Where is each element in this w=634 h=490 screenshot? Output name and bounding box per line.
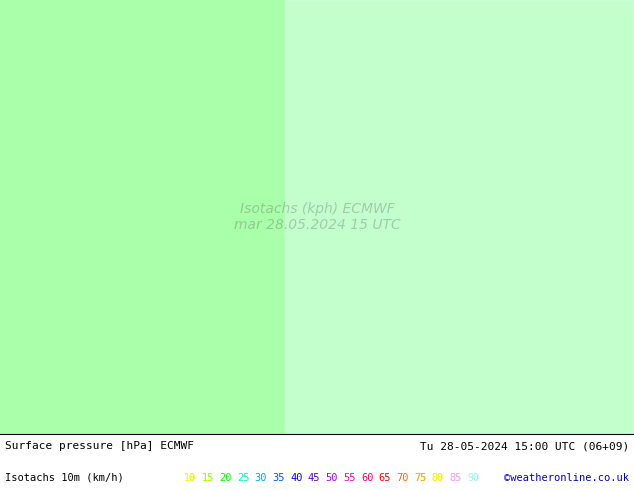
Text: 80: 80	[432, 473, 444, 483]
Text: 10: 10	[184, 473, 197, 483]
Text: 85: 85	[450, 473, 462, 483]
Text: 50: 50	[326, 473, 338, 483]
Text: 90: 90	[467, 473, 480, 483]
Text: 55: 55	[343, 473, 356, 483]
Text: Isotachs 10m (km/h): Isotachs 10m (km/h)	[5, 473, 124, 483]
Text: 85: 85	[450, 473, 462, 483]
Text: 80: 80	[432, 473, 444, 483]
Text: 40: 40	[290, 473, 302, 483]
Text: 15: 15	[202, 473, 214, 483]
Text: 75: 75	[414, 473, 427, 483]
Text: Surface pressure [hPa] ECMWF: Surface pressure [hPa] ECMWF	[5, 441, 194, 451]
Bar	[285, 0, 634, 434]
Text: Isotachs (kph) ECMWF
mar 28.05.2024 15 UTC: Isotachs (kph) ECMWF mar 28.05.2024 15 U…	[233, 202, 401, 232]
Text: 90: 90	[467, 473, 479, 483]
Text: Tu 28-05-2024 15:00 UTC (06+09): Tu 28-05-2024 15:00 UTC (06+09)	[420, 441, 629, 451]
Text: 20: 20	[219, 473, 232, 483]
Text: 45: 45	[308, 473, 320, 483]
Text: 75: 75	[414, 473, 426, 483]
Text: 35: 35	[273, 473, 285, 483]
Text: 15: 15	[202, 473, 213, 483]
Text: 70: 70	[396, 473, 409, 483]
Text: 10: 10	[184, 473, 196, 483]
Text: 60: 60	[361, 473, 373, 483]
Text: 25: 25	[237, 473, 250, 483]
Text: 65: 65	[378, 473, 391, 483]
Text: 30: 30	[255, 473, 267, 483]
Text: ©weatheronline.co.uk: ©weatheronline.co.uk	[504, 473, 629, 483]
